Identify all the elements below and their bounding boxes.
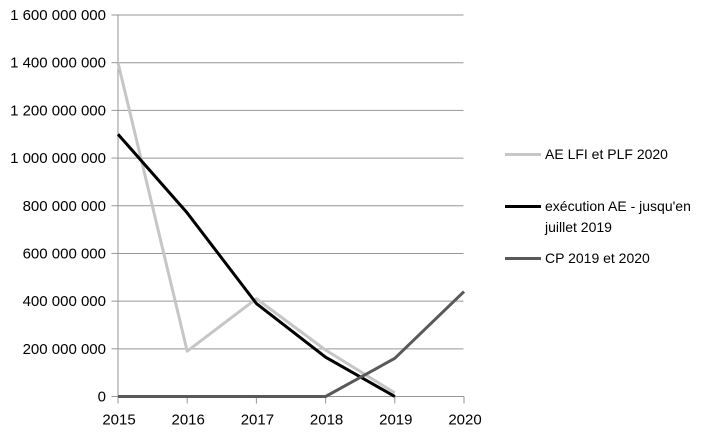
series-line-2 — [118, 290, 466, 398]
x-tick-label: 2019 — [379, 412, 412, 429]
x-tick-label: 2020 — [448, 412, 481, 429]
legend-label: AE LFI et PLF 2020 — [545, 146, 668, 162]
x-tick-label: 2017 — [241, 412, 274, 429]
legend-item-execution-ae: exécution AE - jusqu'en juillet 2019 — [505, 196, 707, 238]
series-line-1 — [116, 133, 396, 398]
legend-label: CP 2019 et 2020 — [545, 250, 650, 266]
y-tick-label: 200 000 000 — [23, 341, 106, 358]
y-tick-label: 600 000 000 — [23, 245, 106, 262]
legend-label: exécution AE - jusqu'en juillet 2019 — [545, 198, 691, 235]
y-tick-label: 800 000 000 — [23, 198, 106, 215]
chart-legend: AE LFI et PLF 2020 exécution AE - jusqu'… — [505, 144, 711, 284]
legend-line-swatch — [505, 205, 541, 208]
legend-line-swatch — [505, 153, 541, 156]
series-line-0 — [116, 62, 396, 395]
y-tick-label: 400 000 000 — [23, 293, 106, 310]
y-tick-label: 1 000 000 000 — [10, 150, 106, 167]
x-tick-label: 2016 — [172, 412, 205, 429]
y-tick-label: 1 600 000 000 — [10, 7, 106, 24]
x-tick-label: 2018 — [310, 412, 343, 429]
y-tick-label: 1 400 000 000 — [10, 55, 106, 72]
legend-item-ae-lfi-plf: AE LFI et PLF 2020 — [505, 144, 707, 165]
legend-line-swatch — [505, 257, 541, 260]
x-tick-label: 2015 — [102, 412, 135, 429]
y-tick-label: 1 200 000 000 — [10, 102, 106, 119]
y-tick-label: 0 — [98, 389, 106, 406]
legend-item-cp: CP 2019 et 2020 — [505, 248, 707, 269]
